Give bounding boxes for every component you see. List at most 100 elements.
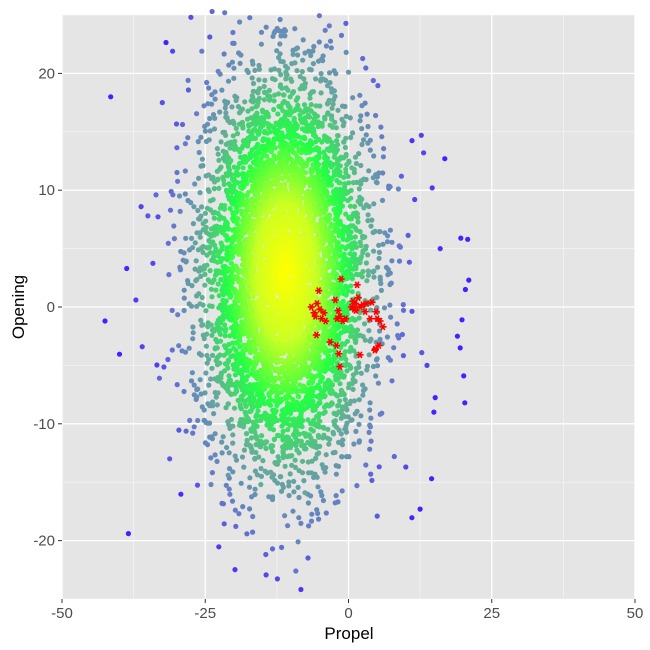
density-point (321, 404, 328, 410)
density-point (306, 114, 313, 120)
density-point (201, 336, 207, 342)
density-point (196, 149, 202, 156)
density-point (232, 567, 238, 573)
density-point (201, 103, 207, 109)
density-point (207, 128, 213, 134)
density-point (365, 252, 371, 258)
density-point (154, 362, 160, 368)
density-point (336, 233, 342, 239)
density-point (206, 85, 212, 91)
density-point (206, 188, 212, 194)
density-point (381, 146, 387, 152)
density-point (240, 165, 246, 171)
density-point (311, 132, 317, 138)
density-point (209, 294, 215, 300)
density-point (260, 458, 266, 464)
density-point (251, 203, 257, 209)
density-point (195, 386, 201, 392)
density-point (324, 101, 331, 107)
density-point (241, 464, 247, 470)
density-point (399, 331, 405, 338)
density-point (230, 353, 236, 359)
density-point (376, 464, 382, 470)
density-point (273, 408, 279, 414)
density-point (183, 428, 189, 434)
density-point (359, 141, 365, 148)
density-point (368, 438, 374, 444)
density-point (365, 268, 371, 274)
density-point (295, 393, 301, 399)
density-point (356, 186, 362, 192)
density-point (229, 254, 235, 260)
density-point (346, 381, 352, 387)
density-point (183, 258, 189, 264)
density-point (198, 352, 204, 358)
density-point (409, 308, 415, 314)
density-point (219, 243, 225, 249)
density-point (211, 326, 217, 332)
density-point (250, 513, 256, 520)
density-point (357, 92, 363, 98)
density-point (320, 58, 326, 64)
density-point (322, 393, 328, 399)
density-point (213, 287, 219, 293)
density-point (239, 454, 246, 460)
density-point (332, 216, 338, 222)
density-point (277, 41, 283, 47)
density-point (353, 365, 360, 371)
density-point (400, 353, 406, 359)
density-point (272, 145, 278, 151)
density-point (331, 410, 337, 416)
density-point (432, 395, 438, 401)
density-point (314, 507, 320, 513)
density-point (203, 308, 209, 314)
density-point (215, 151, 221, 157)
density-point (361, 321, 368, 327)
density-point (367, 147, 373, 153)
density-point (350, 372, 356, 378)
density-point (207, 34, 213, 40)
density-point (338, 32, 345, 39)
density-point (209, 434, 215, 440)
density-point (217, 352, 223, 358)
density-point (331, 207, 337, 213)
density-point (316, 418, 322, 424)
density-point (291, 489, 297, 495)
density-point (190, 430, 196, 436)
density-point (279, 357, 285, 363)
density-point (338, 431, 344, 437)
density-point (219, 439, 225, 445)
density-point (379, 197, 386, 203)
density-point (368, 307, 374, 313)
density-point (250, 61, 256, 67)
density-point (217, 360, 223, 366)
density-point (279, 481, 285, 487)
density-point (328, 164, 334, 170)
density-point (363, 65, 369, 71)
density-point (269, 448, 275, 455)
density-point (344, 420, 350, 426)
density-point (347, 115, 353, 121)
density-point (343, 170, 349, 176)
density-point (316, 13, 322, 19)
density-point (290, 51, 296, 58)
density-point (342, 144, 348, 151)
density-point (322, 469, 328, 475)
density-point (280, 108, 286, 114)
density-point (331, 154, 337, 160)
density-point (363, 260, 369, 266)
density-point (200, 322, 206, 328)
density-point (272, 77, 278, 83)
density-point (182, 168, 188, 174)
density-point (343, 356, 349, 362)
density-point (267, 368, 273, 374)
density-point (409, 515, 415, 521)
density-point (227, 377, 233, 383)
density-point (323, 43, 329, 49)
density-point (251, 265, 257, 272)
density-point (346, 180, 352, 186)
density-point (237, 402, 243, 408)
density-point (241, 447, 247, 453)
density-point (320, 497, 326, 504)
